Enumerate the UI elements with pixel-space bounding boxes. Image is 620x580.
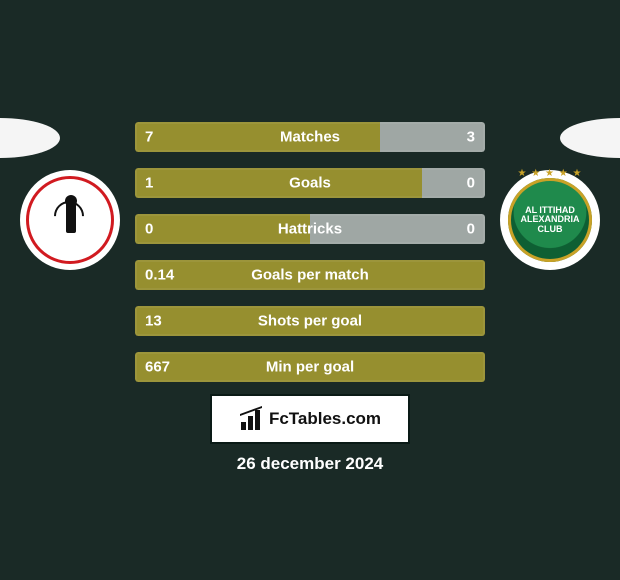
stat-label: Goals per match	[135, 267, 485, 284]
stat-label: Goals	[135, 175, 485, 192]
stat-label: Hattricks	[135, 221, 485, 238]
stat-row: 73Matches	[135, 122, 485, 152]
team-crest-right: ★ ★ ★ ★ ★ AL ITTIHAD ALEXANDRIA CLUB	[500, 170, 600, 270]
stat-row: 667Min per goal	[135, 352, 485, 382]
stat-label: Shots per goal	[135, 313, 485, 330]
source-badge: FcTables.com	[210, 394, 410, 444]
stat-label: Min per goal	[135, 359, 485, 376]
crest-right-disc: ★ ★ ★ ★ ★ AL ITTIHAD ALEXANDRIA CLUB	[500, 170, 600, 270]
date-text: 26 december 2024	[0, 454, 620, 474]
stat-row: 0.14Goals per match	[135, 260, 485, 290]
crest-right-label: AL ITTIHAD ALEXANDRIA CLUB	[508, 206, 592, 234]
stat-row: 10Goals	[135, 168, 485, 198]
team-crest-left	[20, 170, 120, 270]
crest-left-disc	[20, 170, 120, 270]
source-text: FcTables.com	[269, 409, 381, 429]
crest-left-figure	[50, 197, 90, 243]
comparison-bars: 73Matches 10Goals 00Hattricks 0.14Goals per…	[135, 122, 485, 398]
fctables-logo-icon	[239, 408, 263, 430]
stat-label: Matches	[135, 129, 485, 146]
stat-row: 13Shots per goal	[135, 306, 485, 336]
crest-right-shield: AL ITTIHAD ALEXANDRIA CLUB	[508, 178, 592, 262]
stat-row: 00Hattricks	[135, 214, 485, 244]
